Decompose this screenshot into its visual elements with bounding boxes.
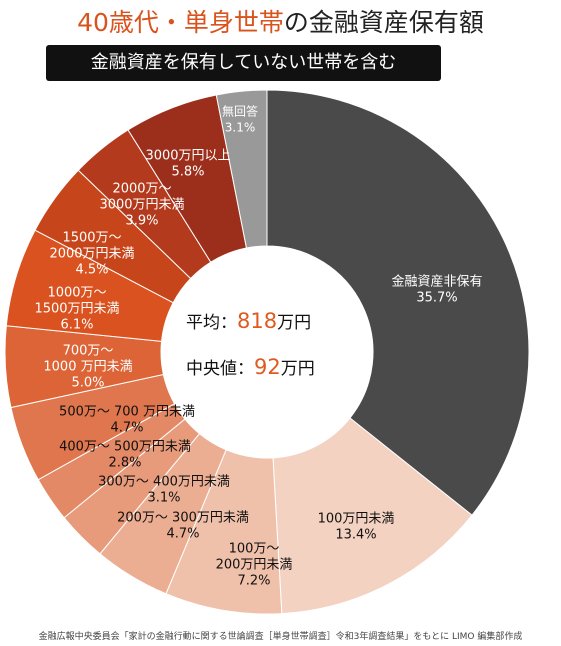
slice-label-9: 1500万～ 2000万円未満 4.5% [49, 231, 134, 278]
title-accent: 40歳代・単身世帯 [77, 8, 284, 37]
slice-0 [266, 89, 530, 516]
slice-label-12: 無回答 3.1% [222, 104, 258, 135]
average-line: 平均：818万円 [186, 308, 346, 333]
slice-label-3: 200万～ 300万円未満 4.7% [117, 511, 249, 542]
slice-label-2: 100万～ 200万円未満 7.2% [216, 542, 293, 589]
slice-label-1: 100万円未満 13.4% [318, 512, 395, 543]
median-line: 中央値：92万円 [186, 354, 346, 379]
title-rest: の金融資産保有額 [283, 8, 484, 37]
average-unit: 万円 [277, 313, 312, 333]
chart-title: 40歳代・単身世帯の金融資産保有額 [0, 3, 561, 39]
subtitle-badge: 金融資産を保有していない世帯を含む [46, 45, 441, 81]
slice-label-11: 3000万円以上 5.8% [145, 149, 230, 180]
slice-label-5: 400万～ 500万円未満 2.8% [59, 440, 191, 471]
slice-label-0: 金融資産非保有 35.7% [391, 274, 482, 306]
slice-label-7: 700万～ 1000 万円未満 5.0% [43, 344, 132, 391]
median-unit: 万円 [280, 359, 315, 379]
slice-1 [272, 417, 473, 615]
average-label: 平均： [186, 313, 237, 333]
average-value: 818 [237, 309, 278, 333]
median-label: 中央値： [186, 359, 254, 379]
slice-12 [215, 89, 268, 249]
source-note: 金融広報中央委員会「家計の金融行動に関する世論調査［単身世帯調査］令和3年調査結… [38, 632, 523, 642]
median-value: 92 [254, 355, 281, 379]
slice-label-4: 300万～ 400万円未満 3.1% [98, 475, 230, 506]
slice-label-8: 1000万～ 1500万円未満 6.1% [34, 286, 119, 333]
slice-label-6: 500万～ 700 万円未満 4.7% [59, 405, 195, 436]
slice-label-10: 2000万～ 3000万円未満 3.9% [99, 182, 184, 229]
